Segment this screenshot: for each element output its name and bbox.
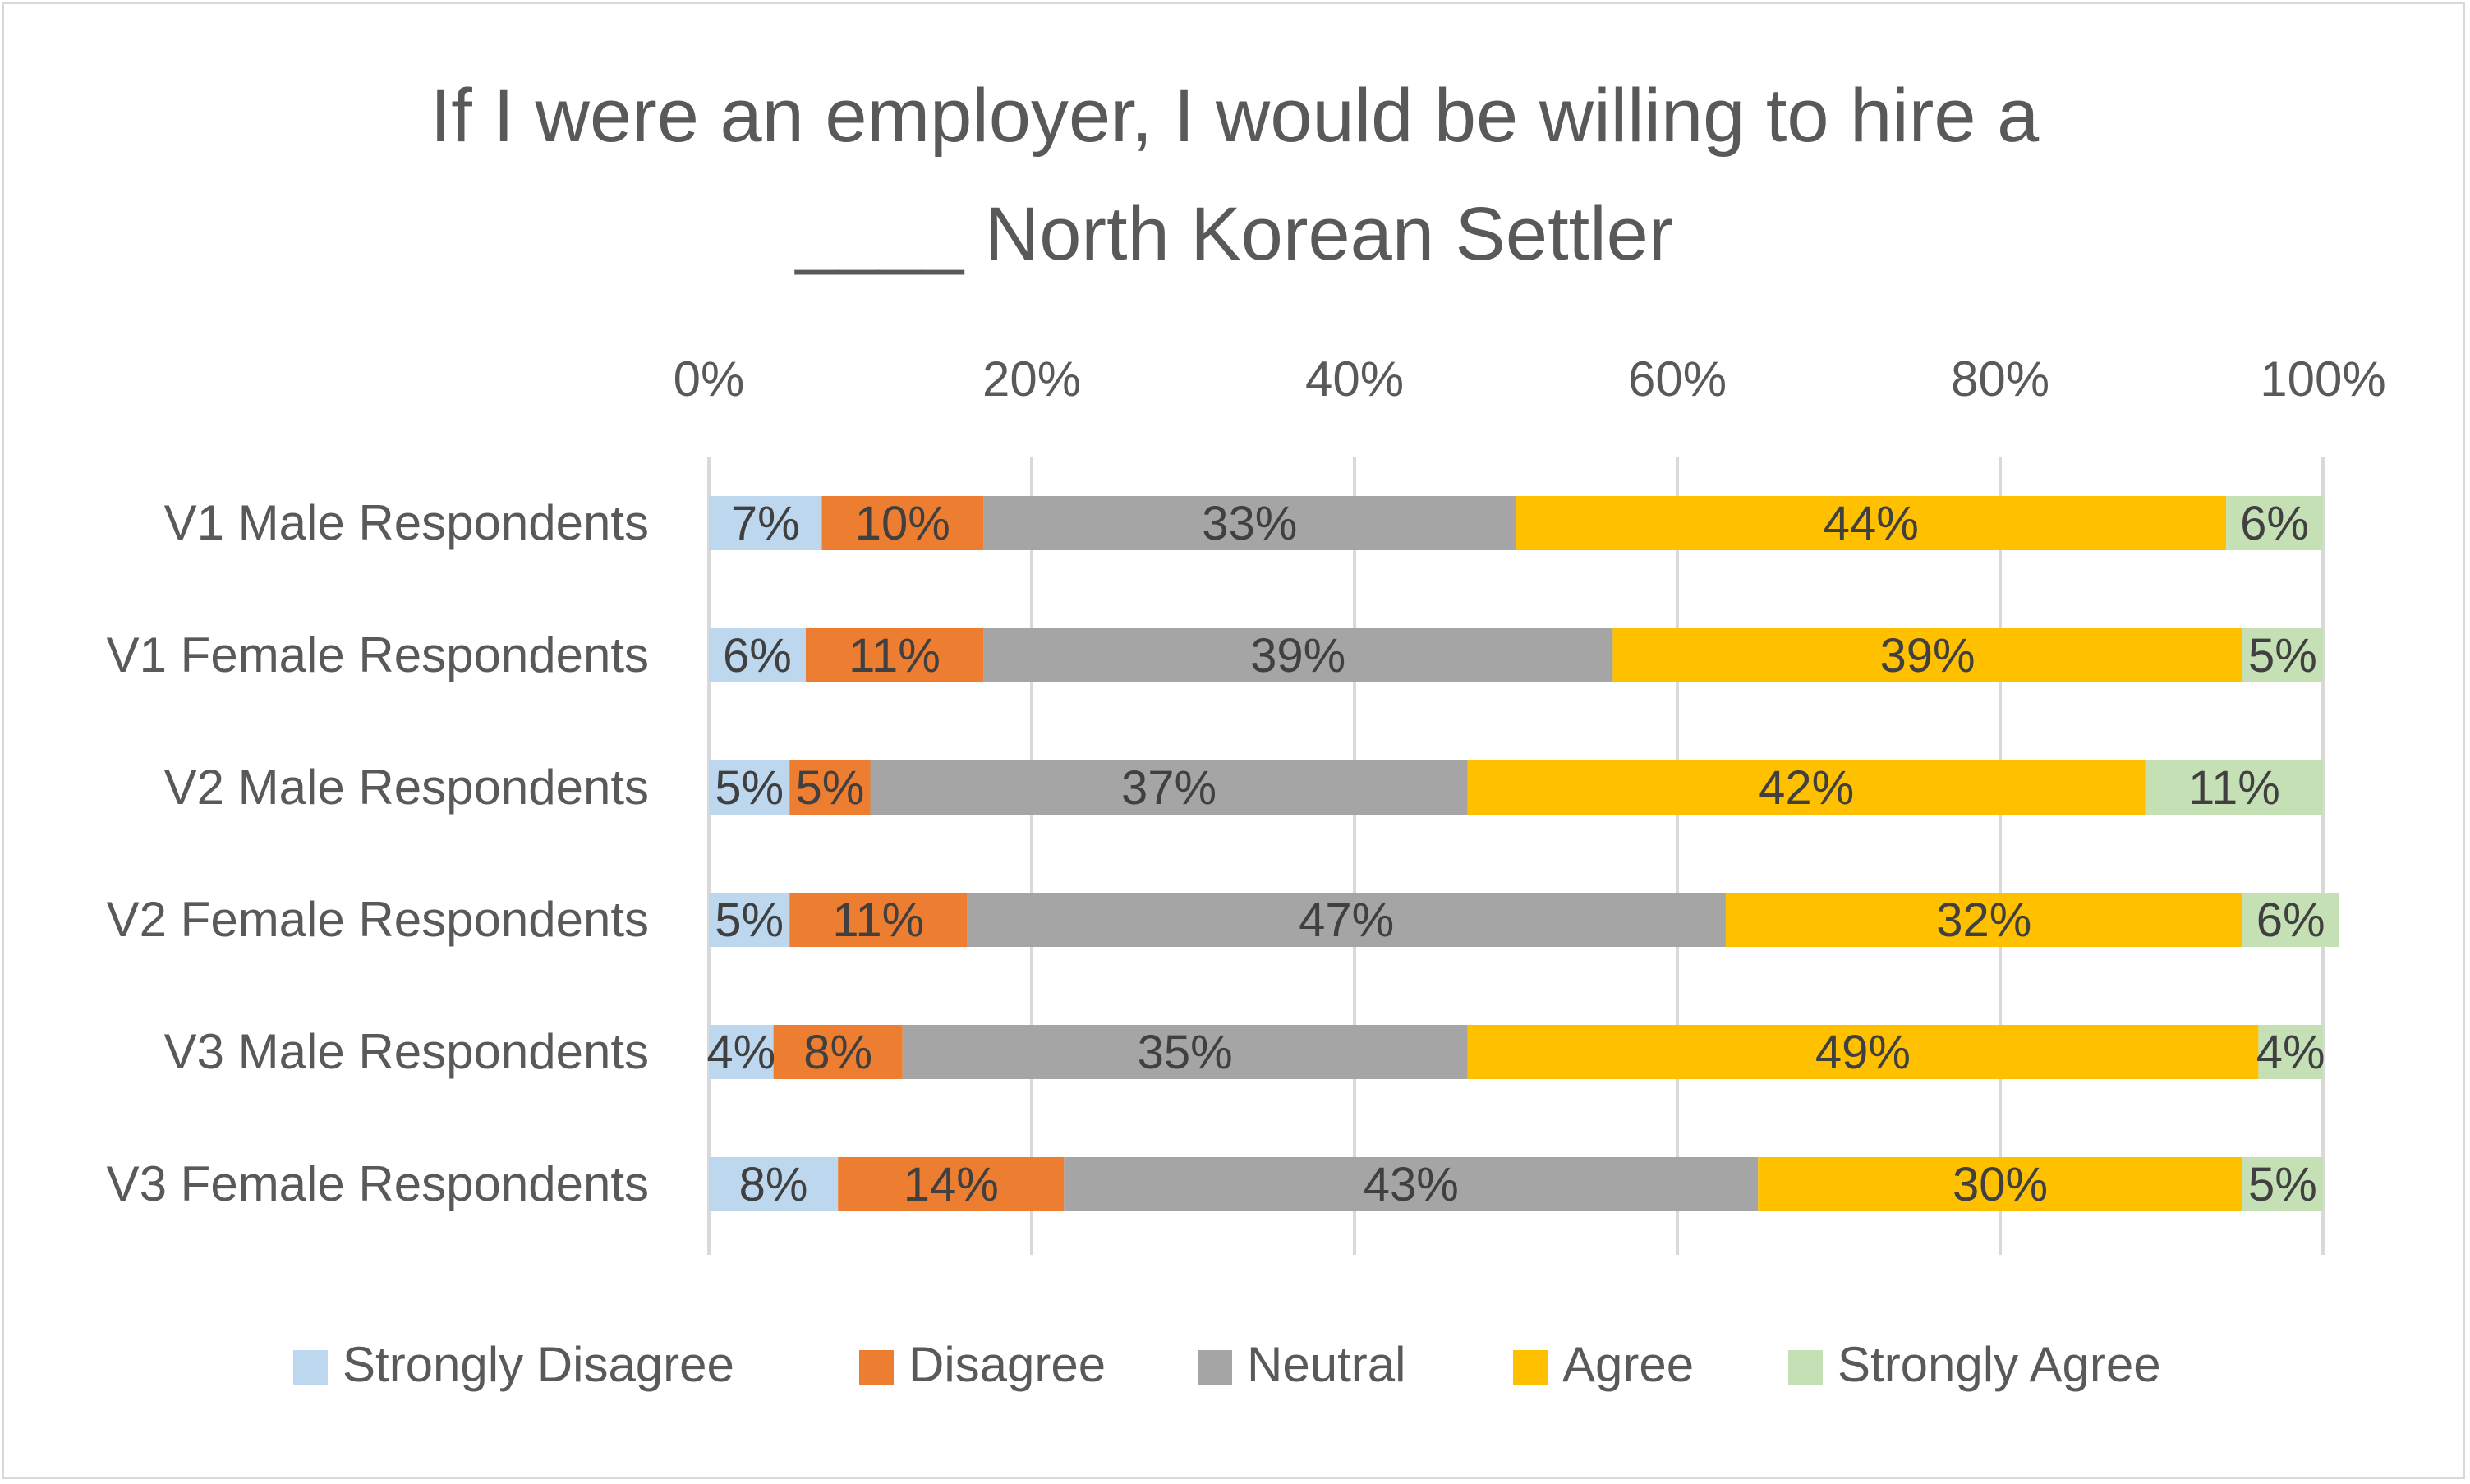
legend-label: Disagree — [908, 1337, 1106, 1392]
x-tick-label: 0% — [674, 351, 745, 407]
data-label: 11% — [2188, 761, 2280, 815]
category-label: V2 Male Respondents — [164, 760, 649, 815]
data-label: 4% — [2256, 1026, 2325, 1079]
data-label: 30% — [1953, 1158, 2048, 1211]
x-tick-label: 40% — [1305, 351, 1404, 407]
bar-segment — [870, 760, 1468, 815]
bar-segment — [805, 628, 984, 682]
bar-segment — [789, 760, 871, 815]
data-labels: 7% 10% 33% 44% 6%6% 11% 39% 39% 5%5% 5% 37% 42% 11%5… — [706, 497, 2325, 1211]
bars — [709, 496, 2339, 1211]
bar-segment — [2242, 1157, 2323, 1211]
category-label: V3 Male Respondents — [164, 1024, 649, 1079]
bar-segment — [983, 628, 1613, 682]
x-tick-label: 60% — [1628, 351, 1727, 407]
bar-segment — [1064, 1157, 1759, 1211]
data-label: 39% — [1880, 629, 1976, 682]
legend-swatch — [1788, 1350, 1823, 1385]
data-label: 4% — [706, 1026, 775, 1079]
bar-segment — [967, 893, 1726, 947]
legend-label: Agree — [1562, 1337, 1694, 1392]
x-axis-ticks: 0% 20% 40% 60% 80% 100% — [674, 351, 2386, 407]
bar-segment — [2242, 628, 2323, 682]
legend-swatch — [293, 1350, 328, 1385]
data-label: 37% — [1121, 761, 1217, 815]
data-label: 11% — [849, 629, 941, 682]
bar-segment — [709, 496, 822, 550]
data-label: 43% — [1364, 1158, 1459, 1211]
bar-segment — [709, 1157, 839, 1211]
data-label: 49% — [1815, 1026, 1911, 1079]
data-label: 32% — [1936, 894, 2031, 947]
bar-segment — [2258, 1025, 2323, 1079]
data-label: 6% — [2256, 894, 2325, 947]
bar-segment — [2242, 893, 2339, 947]
legend: Strongly Disagree Disagree Neutral Agree Str… — [293, 1337, 2161, 1392]
bar-segment — [1516, 496, 2227, 550]
category-labels: V1 Male Respondents V1 Female Respondents… — [107, 495, 649, 1211]
bar-segment — [773, 1025, 903, 1079]
legend-swatch — [1513, 1350, 1548, 1385]
x-tick-label: 20% — [982, 351, 1081, 407]
data-label: 6% — [2240, 497, 2309, 550]
data-label: 5% — [715, 894, 784, 947]
bar-segment — [709, 893, 790, 947]
data-label: 8% — [739, 1158, 808, 1211]
category-label: V1 Male Respondents — [164, 495, 649, 550]
legend-label: Neutral — [1247, 1337, 1405, 1392]
chart-title: If I were an employer, I would be willin… — [430, 74, 2040, 276]
data-label: 5% — [795, 761, 864, 815]
data-label: 42% — [1759, 761, 1854, 815]
x-tick-label: 100% — [2260, 351, 2385, 407]
data-label: 14% — [904, 1158, 999, 1211]
category-label: V2 Female Respondents — [107, 892, 649, 947]
bar-segment — [1725, 893, 2242, 947]
bar-segment — [1467, 760, 2146, 815]
data-label: 5% — [2248, 629, 2317, 682]
category-label: V3 Female Respondents — [107, 1156, 649, 1211]
x-tick-label: 80% — [1951, 351, 2049, 407]
chart-title-line-2: ____ North Korean Settler — [794, 192, 1674, 276]
bar-segment — [821, 496, 984, 550]
legend-swatch — [859, 1350, 894, 1385]
chart-title-line-1: If I were an employer, I would be willin… — [430, 74, 2040, 158]
data-label: 5% — [2248, 1158, 2317, 1211]
bar-segment — [709, 760, 790, 815]
bar-segment — [1758, 1157, 2242, 1211]
data-label: 10% — [855, 497, 950, 550]
bar-segment — [1467, 1025, 2259, 1079]
bar-segment — [789, 893, 968, 947]
gridlines — [707, 457, 2325, 1255]
data-label: 7% — [731, 497, 800, 550]
bar-segment — [709, 628, 806, 682]
data-label: 39% — [1250, 629, 1345, 682]
bar-segment — [2226, 496, 2323, 550]
data-label: 11% — [832, 894, 924, 947]
legend-label: Strongly Agree — [1838, 1337, 2161, 1392]
bar-segment — [983, 496, 1516, 550]
bar-segment — [2145, 760, 2323, 815]
data-label: 33% — [1202, 497, 1297, 550]
data-label: 5% — [715, 761, 784, 815]
legend-swatch — [1198, 1350, 1232, 1385]
data-label: 35% — [1138, 1026, 1233, 1079]
data-label: 44% — [1824, 497, 1919, 550]
bar-segment — [838, 1157, 1065, 1211]
data-label: 47% — [1299, 894, 1394, 947]
data-label: 6% — [723, 629, 792, 682]
bar-segment — [902, 1025, 1468, 1079]
bar-segment — [1612, 628, 2242, 682]
category-label: V1 Female Respondents — [107, 627, 649, 682]
bar-segment — [709, 1025, 774, 1079]
data-label: 8% — [803, 1026, 872, 1079]
legend-label: Strongly Disagree — [343, 1337, 734, 1392]
